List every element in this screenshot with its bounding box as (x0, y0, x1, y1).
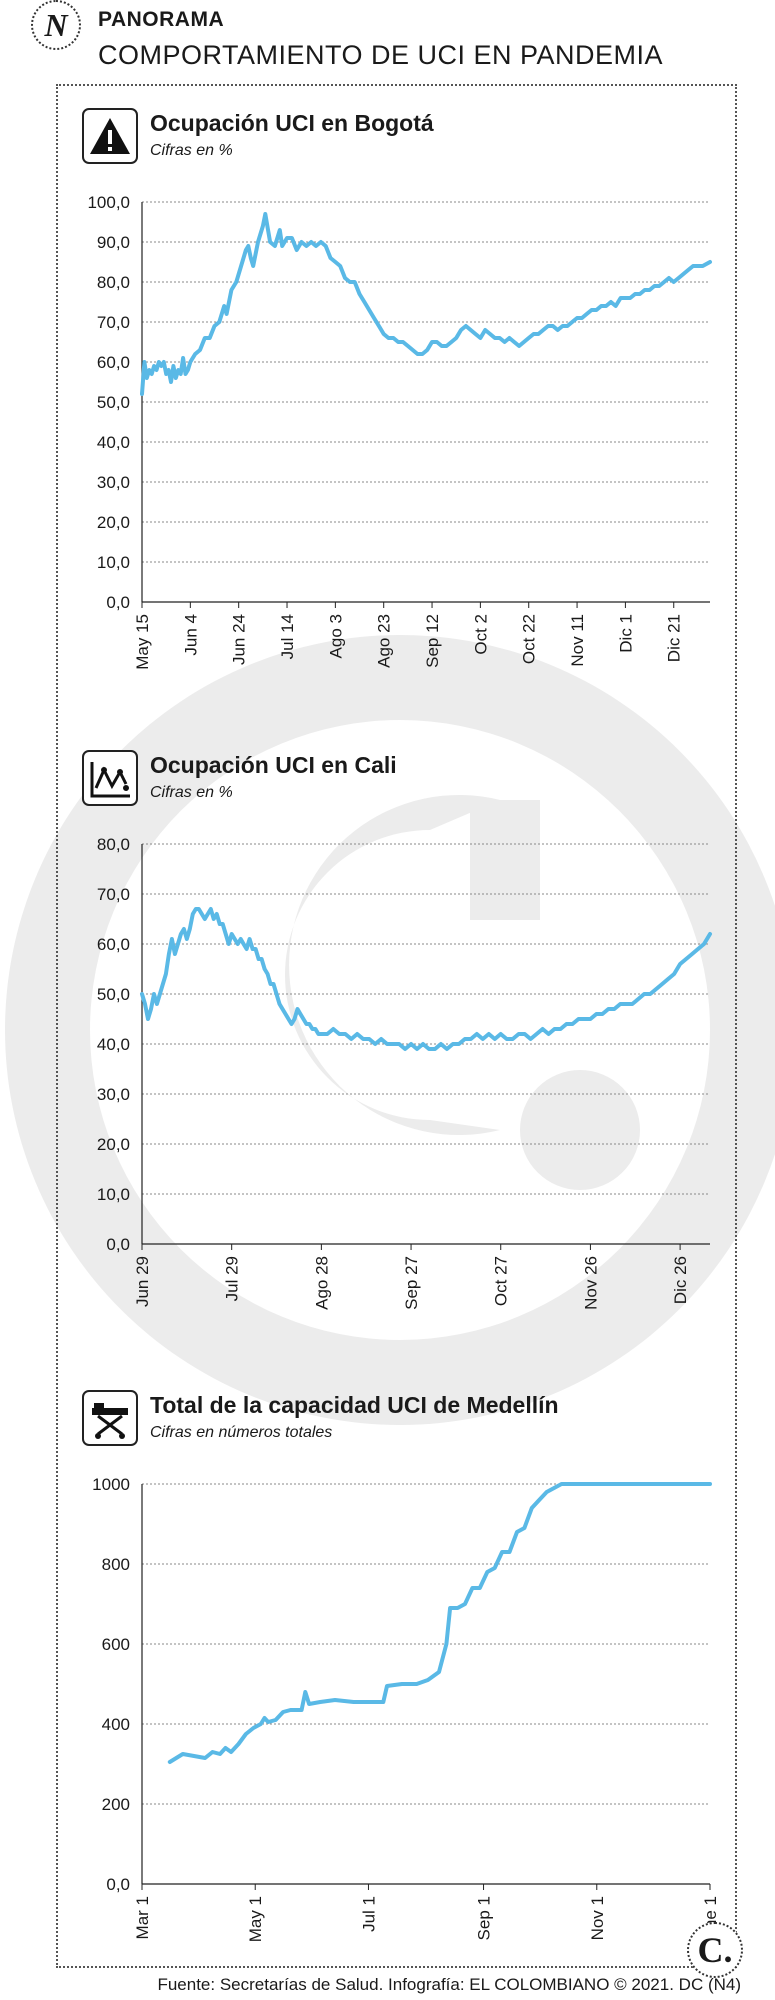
x-tick-label: Dic 1 (616, 614, 635, 653)
chart-cali: 0,0 10,0 20,0 30,0 40,0 50,0 60,0 70,0 80,0 Jun 2… (97, 835, 712, 1310)
y-tick-label: 40,0 (97, 1035, 130, 1054)
chart-bogota: 0,0 10,0 20,0 30,0 40,0 50,0 60,0 70,0 80,0 90,0 1… (87, 193, 712, 670)
y-tick-label: 60,0 (97, 353, 130, 372)
page-title: COMPORTAMIENTO DE UCI EN PANDEMIA (98, 40, 664, 70)
chart-subtitle: Cifras en % (150, 142, 233, 159)
x-tick-label: Dic 21 (665, 614, 684, 662)
x-tick-label: Oct 27 (492, 1256, 511, 1306)
y-tick-label: 800 (102, 1555, 130, 1574)
x-tick-label: Jun 24 (230, 614, 249, 665)
x-tick-label: Nov 11 (568, 614, 587, 667)
x-tick-label: Nov 26 (581, 1256, 600, 1310)
x-tick-label: Ago 28 (312, 1256, 331, 1310)
chart-medellin: 0,0 200 400 600 800 1000 Mar 1 May 1 Jul 1 Sep 1 N… (92, 1475, 720, 1942)
c-logo-icon: C. (687, 1922, 743, 1978)
y-tick-label: 40,0 (97, 433, 130, 452)
x-tick-label: Oct 2 (471, 614, 490, 655)
x-tick-label: Dic 26 (671, 1256, 690, 1304)
y-tick-label: 100,0 (87, 193, 130, 212)
x-tick-label: May 1 (246, 1896, 265, 1942)
x-tick-label: Ago 23 (375, 614, 394, 668)
series-line (167, 1482, 712, 1764)
y-tick-label: 90,0 (97, 233, 130, 252)
y-tick-label: 200 (102, 1795, 130, 1814)
y-tick-label: 30,0 (97, 473, 130, 492)
x-tick-label: Sep 12 (423, 614, 442, 668)
y-tick-label: 600 (102, 1635, 130, 1654)
icu-bed-icon (82, 1390, 138, 1446)
section-label: PANORAMA (98, 8, 225, 31)
y-tick-label: 50,0 (97, 393, 130, 412)
chart-subtitle: Cifras en % (150, 784, 233, 801)
x-tick-label: May 15 (133, 614, 152, 670)
x-tick-label: Jun 29 (133, 1256, 152, 1307)
chart-title: Total de la capacidad UCI de Medellín (150, 1392, 559, 1418)
y-tick-label: 80,0 (97, 835, 130, 854)
content-frame (56, 84, 737, 1968)
footer-source: Fuente: Secretarías de Salud. Infografía… (157, 1975, 741, 1994)
chart-title: Ocupación UCI en Cali (150, 752, 397, 778)
y-tick-label: 70,0 (97, 885, 130, 904)
y-tick-label: 10,0 (97, 1185, 130, 1204)
y-tick-label: 60,0 (97, 935, 130, 954)
y-tick-label: 30,0 (97, 1085, 130, 1104)
x-tick-label: Mar 1 (133, 1896, 152, 1939)
y-tick-label: 400 (102, 1715, 130, 1734)
chart-subtitle: Cifras en números totales (150, 1424, 333, 1441)
y-tick-label: 80,0 (97, 273, 130, 292)
warning-icon (82, 108, 138, 164)
x-tick-label: Jun 4 (181, 614, 200, 656)
x-tick-label: Jul 1 (359, 1896, 378, 1932)
y-tick-label: 50,0 (97, 985, 130, 1004)
chart-title: Ocupación UCI en Bogotá (150, 110, 434, 136)
series-line (140, 212, 712, 396)
y-tick-label: 0,0 (106, 1875, 130, 1894)
x-tick-label: Jul 29 (223, 1256, 242, 1301)
y-tick-label: 20,0 (97, 513, 130, 532)
line-chart-icon (82, 750, 138, 806)
x-tick-label: Jul 14 (278, 614, 297, 659)
y-tick-label: 0,0 (106, 1235, 130, 1254)
y-tick-label: 0,0 (106, 593, 130, 612)
y-tick-label: 20,0 (97, 1135, 130, 1154)
y-tick-label: 10,0 (97, 553, 130, 572)
y-tick-label: 70,0 (97, 313, 130, 332)
x-tick-label: Sep 1 (475, 1896, 494, 1940)
x-tick-label: Sep 27 (402, 1256, 421, 1310)
x-tick-label: Nov 1 (588, 1896, 607, 1940)
y-tick-label: 1000 (92, 1475, 130, 1494)
series-line (140, 907, 712, 1051)
x-tick-label: Ago 3 (326, 614, 345, 658)
x-tick-label: Oct 22 (520, 614, 539, 664)
n-logo-icon: N (31, 0, 81, 50)
